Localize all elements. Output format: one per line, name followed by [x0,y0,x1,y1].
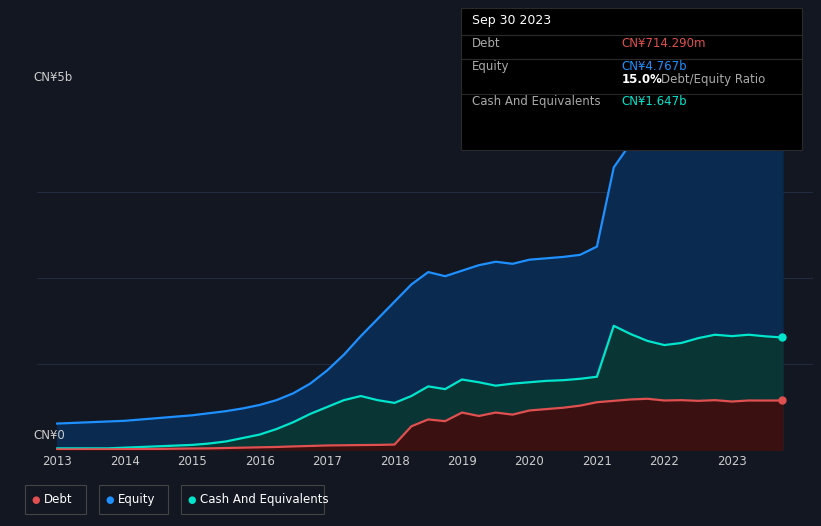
Text: Debt: Debt [44,493,73,506]
Text: Cash And Equivalents: Cash And Equivalents [200,493,329,506]
Text: 15.0%: 15.0% [621,73,663,86]
Text: ●: ● [105,494,113,505]
Text: ●: ● [187,494,195,505]
Text: ●: ● [31,494,39,505]
Text: Equity: Equity [118,493,156,506]
Text: Debt: Debt [472,37,501,50]
Text: CN¥714.290m: CN¥714.290m [621,37,706,50]
Text: Equity: Equity [472,60,510,73]
Text: Debt/Equity Ratio: Debt/Equity Ratio [661,73,765,86]
Text: CN¥4.767b: CN¥4.767b [621,60,687,73]
Text: CN¥0: CN¥0 [33,429,65,442]
Text: CN¥1.647b: CN¥1.647b [621,95,687,108]
Text: Sep 30 2023: Sep 30 2023 [472,14,551,27]
Text: CN¥5b: CN¥5b [33,71,72,84]
Text: Cash And Equivalents: Cash And Equivalents [472,95,601,108]
